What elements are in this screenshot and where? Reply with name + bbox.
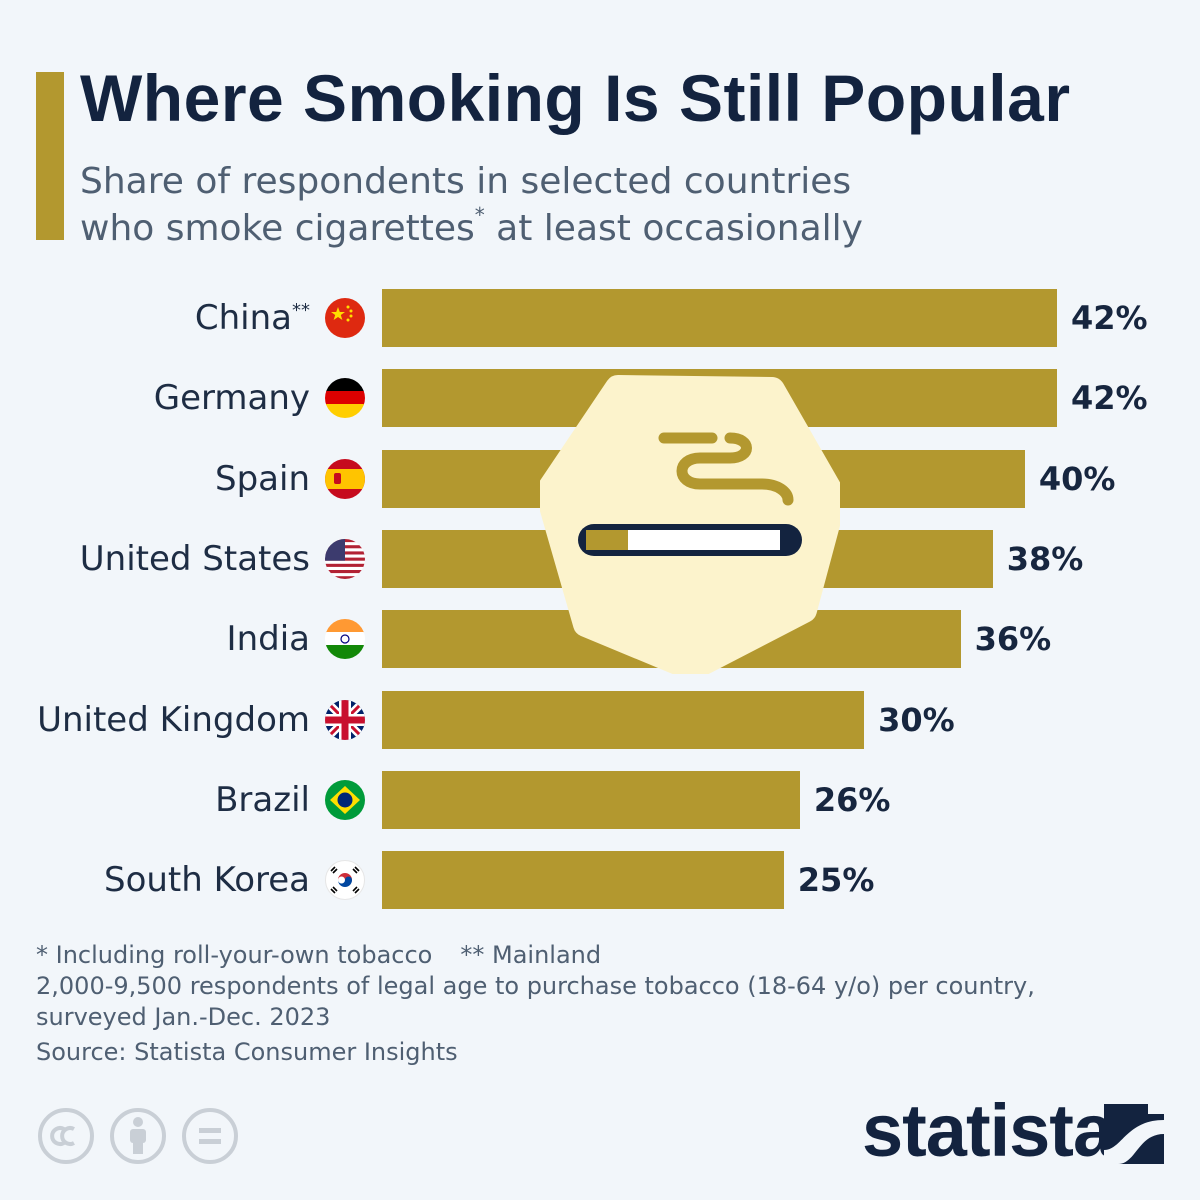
value-label: 42% [1071, 379, 1148, 418]
chart-title: Where Smoking Is Still Popular [80, 61, 1071, 135]
country-name: Spain [215, 458, 310, 499]
india-flag-icon [325, 619, 365, 660]
country-name: Germany [153, 378, 310, 419]
statista-logo-icon[interactable] [1104, 1104, 1164, 1164]
methodology-line-1: 2,000-9,500 respondents of legal age to … [36, 972, 1035, 1000]
value-label: 42% [1071, 299, 1148, 337]
country-name: South Korea [103, 860, 310, 901]
country-name: China [194, 298, 292, 338]
country-label: Brazil [215, 771, 310, 829]
country-name: India [226, 619, 310, 660]
country-name: Brazil [215, 779, 310, 820]
value-label: 26% [813, 780, 891, 819]
bar [382, 851, 784, 910]
title-accent-bar [36, 72, 64, 240]
country-label: United States [80, 530, 310, 588]
country-label: South Korea [104, 851, 310, 909]
brazil-flag-icon [325, 779, 365, 820]
methodology-line-2: surveyed Jan.-Dec. 2023 [36, 1003, 331, 1031]
footnotes: * Including roll-your-own tobacco ** Main… [36, 940, 1036, 1033]
country-label: China** [195, 289, 310, 347]
source-text: Source: Statista Consumer Insights [36, 1038, 458, 1066]
value-label: 38% [1006, 539, 1084, 578]
country-name: United States [79, 538, 310, 579]
bar [382, 289, 1057, 347]
country-label: United Kingdom [37, 691, 310, 749]
no-derivatives-icon[interactable] [180, 1106, 240, 1166]
subtitle-line-2: who smoke cigarettes [80, 208, 475, 249]
footnote-mark: ** [292, 300, 310, 321]
country-label: Spain [215, 450, 310, 508]
country-name: United Kingdom [37, 699, 310, 740]
cigarette-smoke-icon [540, 375, 840, 674]
value-label: 30% [878, 700, 955, 739]
value-label: 25% [797, 861, 875, 900]
statista-wordmark[interactable]: statista [862, 1089, 1114, 1172]
subtitle-footnote-mark: * [474, 203, 485, 227]
value-label: 36% [974, 620, 1052, 659]
usa-flag-icon [325, 538, 365, 579]
south-korea-flag-icon [325, 860, 365, 901]
cc-icon[interactable] [36, 1106, 96, 1166]
value-label: 40% [1038, 459, 1116, 498]
china-flag-icon [325, 298, 365, 338]
country-label: Germany [154, 369, 310, 427]
country-label: India [227, 610, 310, 668]
bar [382, 690, 865, 749]
attribution-icon[interactable] [108, 1106, 168, 1166]
footnote-1: * Including roll-your-own tobacco [36, 941, 433, 969]
subtitle-line-2-end: at least occasionally [484, 208, 863, 249]
subtitle-line-1: Share of respondents in selected countri… [80, 161, 852, 202]
germany-flag-icon [325, 378, 365, 419]
footnote-2: ** Mainland [460, 941, 602, 969]
spain-flag-icon [325, 458, 365, 499]
bar [382, 770, 800, 829]
uk-flag-icon [325, 699, 365, 740]
chart-subtitle: Share of respondents in selected countri… [80, 158, 980, 252]
